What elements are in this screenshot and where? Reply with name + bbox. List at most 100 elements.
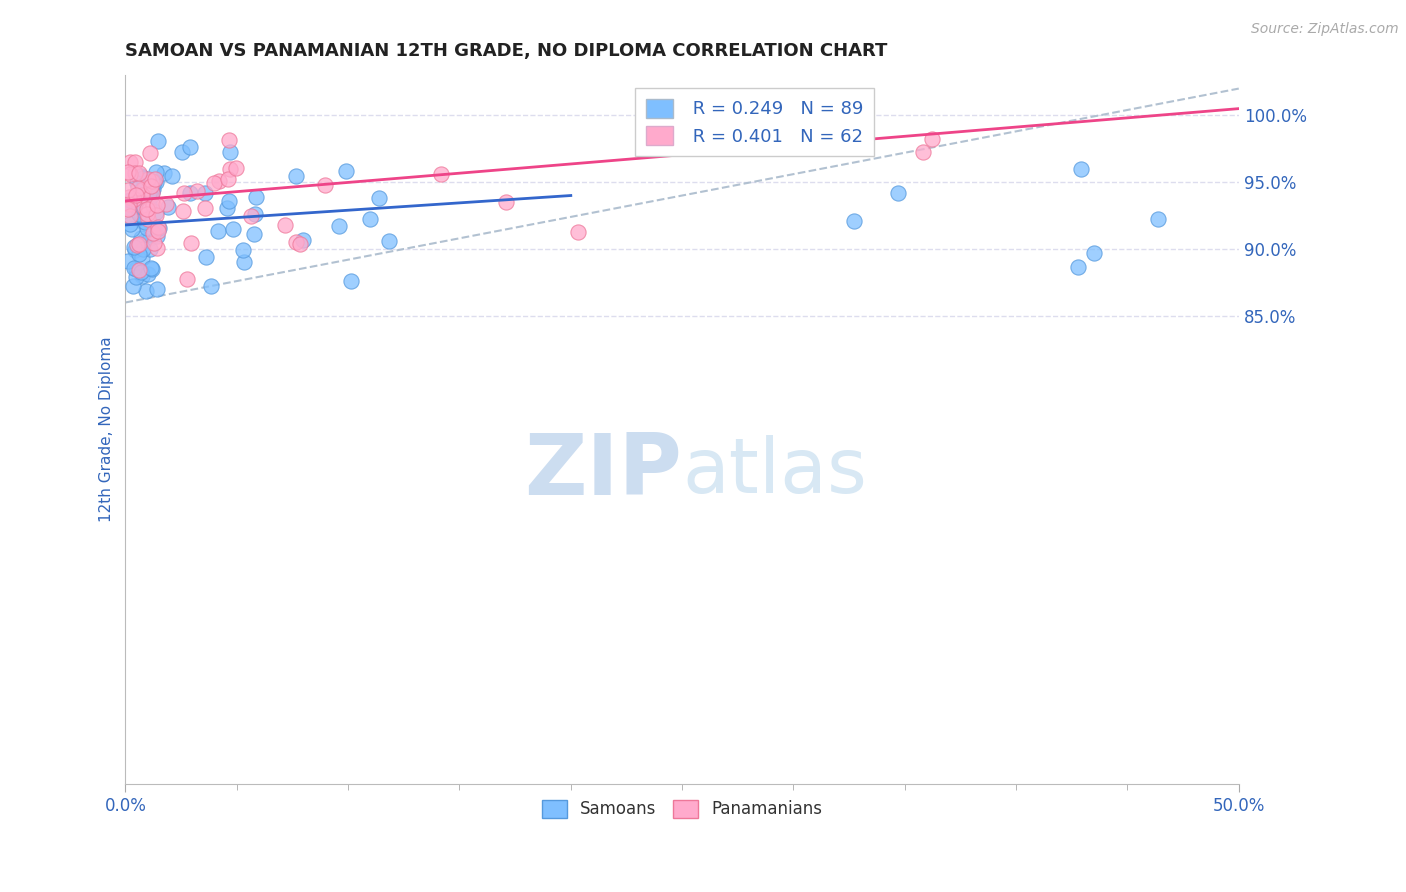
Point	[122, 278, 145, 293]
Point	[359, 211, 381, 226]
Point	[685, 138, 707, 153]
Point	[328, 219, 350, 233]
Point	[219, 161, 242, 176]
Point	[142, 175, 165, 189]
Point	[118, 201, 141, 215]
Point	[135, 285, 157, 299]
Point	[172, 204, 194, 219]
Point	[120, 193, 142, 207]
Point	[217, 201, 239, 215]
Point	[143, 236, 166, 251]
Point	[125, 261, 148, 276]
Point	[288, 236, 311, 251]
Point	[142, 226, 165, 240]
Point	[128, 196, 150, 211]
Point	[128, 200, 150, 214]
Point	[128, 166, 150, 180]
Point	[139, 189, 162, 203]
Point	[125, 237, 148, 252]
Point	[179, 186, 201, 201]
Point	[141, 262, 163, 277]
Point	[141, 174, 163, 188]
Point	[314, 178, 336, 192]
Point	[146, 283, 169, 297]
Point	[139, 145, 162, 160]
Point	[430, 167, 453, 181]
Point	[145, 165, 167, 179]
Point	[146, 224, 169, 238]
Point	[136, 267, 159, 281]
Point	[128, 207, 150, 221]
Point	[135, 202, 157, 216]
Point	[129, 169, 152, 183]
Point	[207, 224, 229, 238]
Point	[180, 236, 202, 251]
Point	[131, 193, 153, 207]
Point	[124, 261, 146, 276]
Point	[128, 237, 150, 252]
Point	[134, 182, 156, 196]
Point	[118, 190, 141, 204]
Point	[202, 176, 225, 190]
Point	[118, 209, 141, 223]
Point	[208, 174, 231, 188]
Point	[128, 184, 150, 198]
Point	[127, 180, 149, 194]
Point	[194, 186, 217, 200]
Point	[143, 172, 166, 186]
Point	[495, 194, 517, 209]
Point	[141, 186, 163, 200]
Point	[153, 165, 176, 179]
Point	[921, 132, 943, 146]
Point	[157, 200, 180, 214]
Point	[173, 186, 195, 201]
Point	[1067, 260, 1090, 275]
Point	[124, 165, 146, 179]
Point	[139, 230, 162, 244]
Point	[128, 246, 150, 260]
Point	[129, 265, 152, 279]
Point	[138, 197, 160, 211]
Point	[142, 182, 165, 196]
Text: atlas: atlas	[682, 435, 868, 509]
Point	[132, 204, 155, 219]
Point	[117, 253, 139, 268]
Point	[132, 235, 155, 249]
Point	[145, 228, 167, 243]
Point	[148, 134, 170, 148]
Point	[239, 209, 262, 223]
Point	[134, 215, 156, 229]
Point	[274, 219, 297, 233]
Point	[132, 170, 155, 185]
Point	[131, 268, 153, 283]
Point	[911, 145, 934, 159]
Point	[142, 197, 165, 211]
Point	[232, 243, 254, 257]
Point	[135, 175, 157, 189]
Point	[145, 175, 167, 189]
Point	[127, 177, 149, 191]
Point	[242, 227, 264, 242]
Point	[200, 278, 222, 293]
Point	[141, 185, 163, 199]
Point	[195, 250, 218, 264]
Point	[125, 269, 148, 284]
Point	[146, 241, 169, 255]
Point	[160, 169, 183, 183]
Point	[378, 234, 401, 248]
Point	[225, 161, 247, 176]
Point	[136, 207, 159, 221]
Point	[218, 133, 240, 147]
Point	[1147, 211, 1170, 226]
Point	[121, 222, 143, 236]
Point	[132, 200, 155, 214]
Point	[335, 164, 357, 178]
Point	[222, 222, 245, 236]
Point	[194, 201, 217, 215]
Point	[217, 171, 239, 186]
Point	[232, 255, 254, 269]
Point	[1083, 246, 1105, 260]
Point	[131, 200, 153, 214]
Point	[124, 244, 146, 258]
Point	[138, 186, 160, 201]
